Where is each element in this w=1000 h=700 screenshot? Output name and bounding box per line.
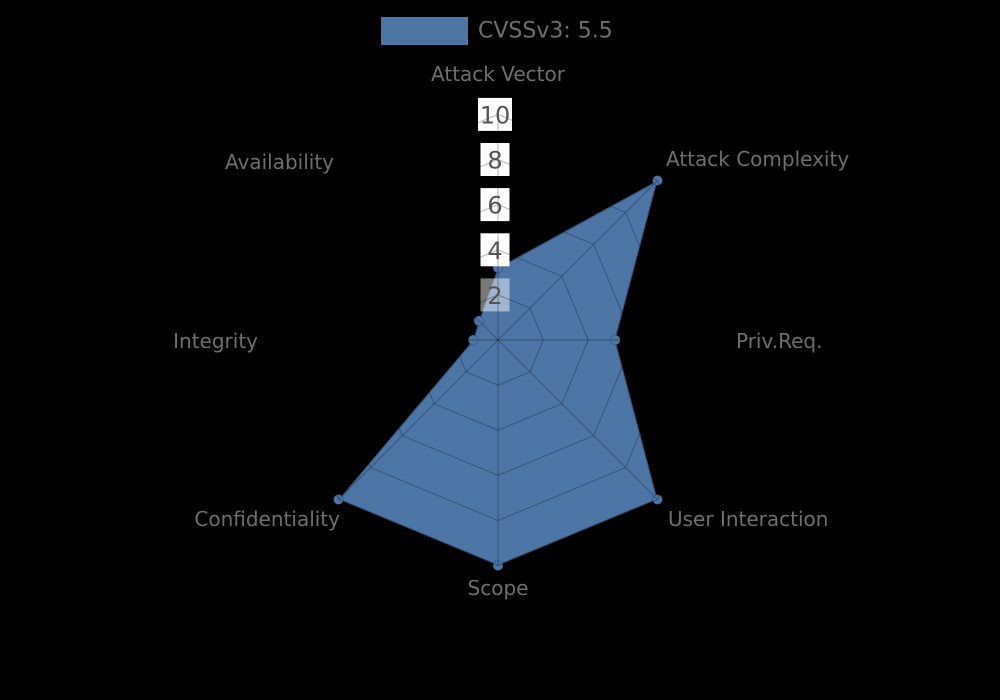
series-layer: [333, 175, 663, 572]
axis-labels: Attack Vector Attack Complexity Priv.Req. U…: [173, 62, 849, 600]
data-point-integrity[interactable]: [467, 334, 479, 346]
legend-label: CVSSv3: 5.5: [478, 19, 613, 44]
tick-box-4: [480, 233, 510, 267]
tick-box-6: [480, 188, 510, 222]
axis-label-user-interaction: User Interaction: [668, 507, 828, 531]
tickbox-layer: [478, 97, 512, 312]
tick-label-8: 8: [487, 147, 502, 175]
axis-label-confidentiality: Confidentiality: [194, 507, 340, 531]
axis-label-scope: Scope: [468, 576, 529, 600]
legend-swatch[interactable]: [381, 17, 468, 45]
data-point-scope[interactable]: [492, 560, 504, 572]
tick-box-10: [478, 97, 512, 131]
grid-ring-8: [316, 158, 680, 522]
grid-spoke-user-interaction: [497, 339, 658, 500]
grid-spoke-confidentiality: [338, 339, 499, 500]
axis-label-availability: Availability: [225, 150, 334, 174]
axis-label-integrity: Integrity: [173, 329, 258, 353]
tick-label-2: 2: [487, 282, 502, 310]
grid-spoke-availability: [338, 180, 499, 341]
tick-label-4: 4: [487, 237, 502, 265]
grid-ring-4: [407, 249, 589, 431]
tick-labels: 2 4 6 8 10: [480, 101, 511, 310]
tick-label-6: 6: [487, 192, 502, 220]
legend: CVSSv3: 5.5: [381, 17, 613, 45]
grid-ring-10: [271, 113, 725, 567]
data-point-attack-complexity[interactable]: [652, 175, 663, 186]
data-point-confidentiality[interactable]: [333, 494, 344, 505]
tick-label-10: 10: [480, 101, 511, 129]
radar-grid: [271, 113, 725, 567]
data-point-user-interaction[interactable]: [652, 494, 663, 505]
tick-box-2: [480, 278, 510, 312]
data-point-priv-req[interactable]: [609, 334, 621, 346]
data-point-availability[interactable]: [473, 315, 485, 327]
axis-label-attack-complexity: Attack Complexity: [666, 147, 849, 171]
grid-spoke-attack-complexity: [497, 180, 658, 341]
grid-ring-2: [452, 294, 544, 386]
axis-label-priv-req: Priv.Req.: [736, 329, 822, 353]
tick-box-8: [480, 143, 510, 176]
grid-ring-6: [361, 203, 635, 477]
axis-label-attack-vector: Attack Vector: [431, 62, 566, 86]
